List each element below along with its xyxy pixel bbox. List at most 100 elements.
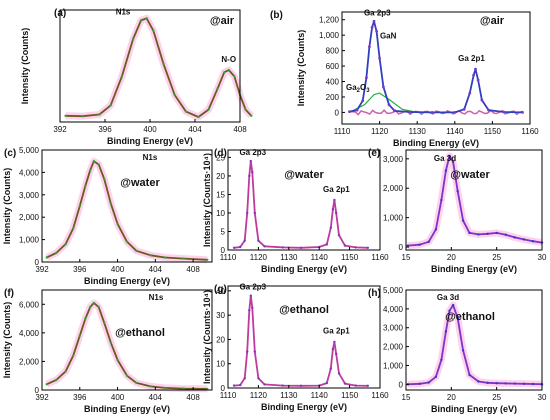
panel-h-y-tick-label: 3,000	[383, 324, 404, 333]
panel-g: 1110 1120 1130 1140 1150 1160 0 10 20 30 40 Binding…	[202, 283, 389, 412]
panel-d-x-axis-label: Binding Energy (eV)	[261, 264, 347, 274]
panel-e-x-tick-label: 25	[492, 253, 501, 262]
panel-b-data-point	[387, 103, 391, 107]
panel-b-x-tick-label: 1160	[521, 127, 539, 136]
panel-g-data-point	[354, 384, 357, 387]
panel-a-data-point	[162, 62, 165, 66]
panel-d-y-tick-label: 0	[221, 246, 226, 255]
panel-b-data-point	[378, 56, 381, 60]
panel-d-data-point	[354, 246, 357, 249]
panel-g-x-axis-label: Binding Energy (eV)	[261, 402, 347, 412]
panel-g-condition-label: @ethanol	[279, 304, 329, 316]
panel-c-x-axis-label: Binding Energy (eV)	[84, 276, 170, 286]
panel-b-x-tick-label: 1120	[371, 127, 389, 136]
panel-d-y-tick-label: 20	[216, 172, 225, 181]
panel-g-data-point	[329, 367, 332, 370]
panel-c-data-point	[149, 254, 152, 257]
panel-e-y-tick-label: 2,000	[383, 184, 404, 193]
panel-g-x-tick-label: 1120	[250, 391, 268, 400]
panel-c-data-point	[92, 160, 96, 163]
panel-d-data-point	[333, 198, 336, 202]
panel-f-condition-label: @ethanol	[115, 327, 165, 339]
panel-b-series-line	[349, 20, 523, 114]
panel-e: 15 20 25 30 0 1,000 2,000 3,000 Binding Energy (…	[368, 148, 547, 274]
panel-e-data-point	[406, 244, 409, 247]
panel-h-data-point	[451, 303, 455, 307]
panel-e-data-point	[461, 219, 465, 222]
panel-h-data-point	[456, 317, 459, 320]
panel-e-data-point	[486, 232, 489, 235]
panel-h-data-point	[513, 382, 516, 385]
panel-g-data-point	[251, 306, 254, 310]
panel-b-y-axis-label: Intensity (Counts)	[296, 30, 306, 107]
panel-b-peak-label: Ga 2p1	[458, 54, 485, 63]
panel-h-x-tick-label: 20	[447, 393, 456, 402]
panel-f-data-point	[45, 383, 48, 386]
panel-e-data-point	[468, 231, 471, 235]
panel-c-data-point	[78, 204, 82, 208]
panel-d-data-point	[329, 226, 332, 229]
panel-d-data-point	[263, 245, 266, 248]
panel-h-data-point	[427, 381, 430, 384]
panel-g-y-axis-label: Intensity (Counts·10⁴)	[202, 290, 212, 384]
panel-d-tag: (d)	[214, 148, 227, 159]
panel-d-y-tick-label: 15	[216, 190, 225, 199]
panel-d-axes-frame	[227, 149, 381, 251]
panel-g-data-point	[248, 309, 251, 312]
panel-f-data-point	[182, 387, 185, 390]
panel-a-data-point	[145, 17, 148, 20]
panel-g-data-point	[281, 384, 284, 387]
panel-f-x-tick-label: 400	[111, 393, 125, 402]
panel-a-data-point	[120, 75, 124, 78]
panel-d-data-point	[257, 239, 260, 242]
panel-b-y-tick-label: 200	[326, 93, 340, 102]
panel-g-data-point	[246, 350, 249, 353]
panel-d-data-point	[331, 208, 335, 211]
panel-c-y-axis-label: Intensity (Counts)	[2, 168, 12, 245]
panel-e-data-point	[448, 154, 451, 158]
panel-d-y-axis-label: Intensity (Counts·10⁴)	[202, 153, 212, 247]
panel-c-x-tick-label: 396	[73, 265, 87, 274]
panel-f-data-point	[84, 317, 87, 320]
panel-e-peak-label: Ga 3d	[434, 154, 456, 163]
panel-c-x-tick-label: 400	[111, 265, 125, 274]
panel-f-data-point	[125, 374, 129, 377]
panel-c-data-point	[72, 227, 75, 230]
panel-f-tag: (f)	[4, 288, 14, 299]
panel-c-data-point	[64, 242, 67, 246]
panel-d-data-point	[325, 243, 328, 246]
panel-g-peak-label: Ga 2p1	[323, 326, 350, 335]
panel-e-data-point	[434, 228, 438, 231]
panel-c-y-tick-label: 3,000	[19, 191, 40, 200]
panel-g-data-point	[257, 377, 260, 380]
panel-a-x-axis-label: Binding Energy (eV)	[107, 136, 193, 146]
panel-a: 392 396 400 404 408 Binding Energy (eV) Intens…	[20, 7, 254, 146]
panel-g-x-tick-label: 1110	[220, 391, 237, 400]
panel-c-x-tick-label: 404	[149, 265, 163, 274]
panel-d-y-tick-label: 10	[216, 209, 225, 218]
panel-e-data-point	[418, 243, 421, 246]
panel-b-condition-label: @air	[480, 15, 505, 27]
panel-e-x-tick-label: 15	[402, 253, 411, 262]
panel-g-x-tick-label: 1150	[341, 391, 359, 400]
panel-b-peak-label: GaN	[380, 32, 397, 41]
panel-f-data-point	[103, 321, 106, 325]
panel-a-data-point	[184, 110, 188, 113]
panel-f-x-tick-label: 404	[149, 393, 163, 402]
panel-a-data-point	[173, 93, 176, 97]
panel-e-axes-frame	[405, 149, 543, 251]
panel-g-data-point	[253, 350, 256, 353]
panel-h-x-tick-label: 30	[538, 393, 547, 402]
panel-b-data-point	[375, 29, 378, 33]
panel-f-data-point	[92, 301, 96, 305]
panel-b-data-point	[393, 109, 396, 113]
panel-c-peak-label: N1s	[143, 153, 158, 162]
panel-g-data-point	[331, 347, 335, 351]
panel-g-axes-frame	[227, 285, 381, 389]
panel-c-y-tick-label: 2,000	[19, 213, 40, 222]
panel-a-x-tick-label: 396	[98, 125, 112, 134]
panel-c-data-point	[109, 202, 113, 205]
panel-a-data-point	[216, 87, 219, 91]
panel-g-data-point	[232, 384, 236, 387]
